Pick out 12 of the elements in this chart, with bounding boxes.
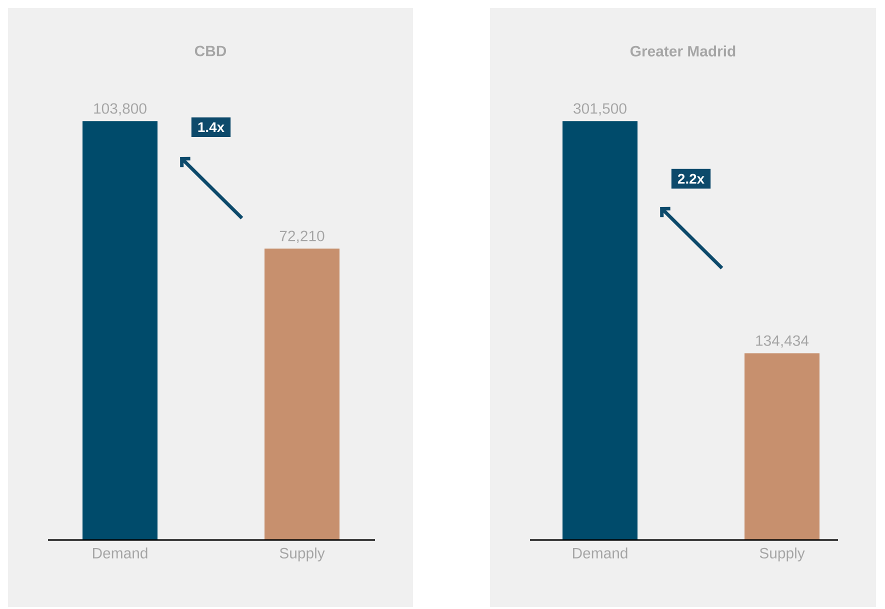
annotation: 1.4x [198,122,224,132]
annotation: 2.2x [678,174,704,184]
data-label: 134,434 [756,335,809,348]
x-tick-label: Supply [760,548,805,562]
chart-title: Greater Madrid [630,46,736,56]
data-label: 103,800 [94,103,146,116]
data-label: 301,500 [574,103,626,116]
x-tick-label: Demand [92,548,148,558]
x-tick-label: Supply [280,548,325,562]
x-tick-label: Demand [572,548,628,558]
data-label: 72,210 [280,230,324,244]
chart-title: CBD [194,46,226,56]
